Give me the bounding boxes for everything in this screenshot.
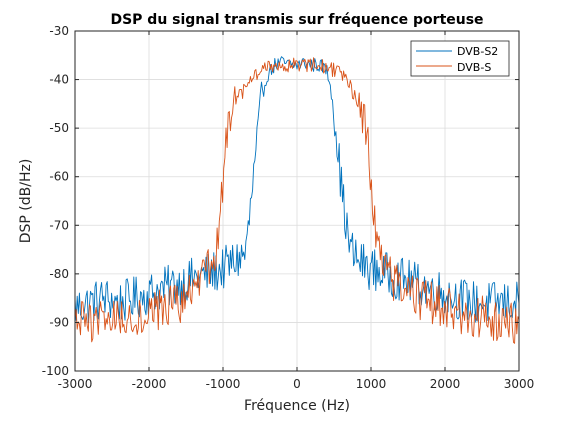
tick-labels: -3000 -2000 -1000 0 1000 2000 3000 -100 -90 -80 -7…	[42, 24, 535, 391]
chart-title: DSP du signal transmis sur fréquence por…	[110, 12, 483, 28]
x-tick-label: 0	[293, 377, 301, 391]
y-tick-label: -90	[49, 315, 69, 329]
legend-label-dvb-s: DVB-S	[457, 61, 491, 74]
y-tick-label: -30	[49, 24, 69, 38]
x-axis-label: Fréquence (Hz)	[244, 398, 350, 414]
series-line-dvb-s2	[74, 56, 520, 324]
y-tick-label: -50	[49, 121, 69, 135]
series-line-dvb-s	[74, 57, 520, 344]
y-tick-label: -80	[49, 267, 69, 281]
legend[interactable]: DVB-S2 DVB-S	[410, 40, 510, 77]
x-tick-label: 2000	[430, 377, 461, 391]
x-tick-label: -1000	[206, 377, 241, 391]
legend-box	[410, 40, 510, 77]
x-tick-label: 1000	[356, 377, 387, 391]
y-tick-label: -100	[42, 364, 69, 378]
legend-label-dvb-s2: DVB-S2	[457, 45, 498, 58]
y-tick-label: -40	[49, 73, 69, 87]
axis-ticks	[74, 30, 520, 372]
x-tick-label: -2000	[132, 377, 167, 391]
x-tick-label: 3000	[504, 377, 535, 391]
series-layer	[74, 56, 520, 344]
y-tick-label: -70	[49, 218, 69, 232]
y-tick-label: -60	[49, 170, 69, 184]
y-axis-label: DSP (dB/Hz)	[18, 159, 34, 244]
x-tick-label: -3000	[58, 377, 93, 391]
